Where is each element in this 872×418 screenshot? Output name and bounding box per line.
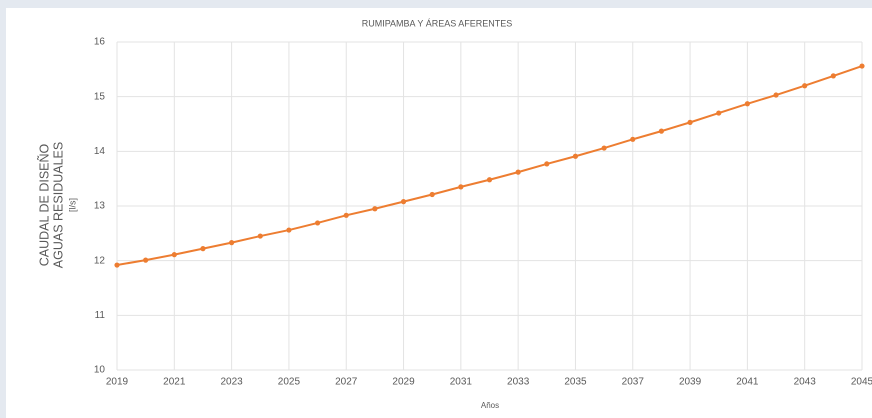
chart-area [6,8,872,418]
data-point [830,73,836,79]
y-axis-label: AGUAS RESIDUALES [51,142,65,268]
x-tick-label: 2037 [622,377,645,388]
y-tick-label: 14 [94,146,106,157]
data-point [572,153,579,159]
chart-title: RUMIPAMBA Y ÁREAS AFERENTES [362,18,513,28]
x-tick-label: 2041 [736,377,759,388]
data-point [630,136,636,142]
x-tick-label: 2043 [794,377,817,388]
x-tick-label: 2027 [335,377,358,388]
data-point [859,63,865,69]
data-point [286,227,292,233]
x-tick-label: 2033 [507,377,530,388]
x-tick-label: 2035 [564,377,587,388]
x-tick-label: 2021 [163,377,186,388]
y-axis-unit: [l/s] [67,198,77,212]
x-tick-label: 2031 [450,377,473,388]
data-point [143,257,149,263]
data-point [744,101,750,107]
y-tick-label: 10 [94,365,106,376]
data-point [257,233,263,239]
y-axis-label: CAUDAL DE DISEÑO [37,143,51,266]
x-tick-label: 2039 [679,377,702,388]
data-point [486,177,493,183]
data-point [773,92,779,98]
data-point [314,220,321,226]
data-point [400,199,407,205]
x-tick-label: 2019 [106,377,129,388]
x-axis-label: Años [481,401,499,410]
data-point [429,191,435,198]
data-point [515,169,521,175]
data-point [458,184,464,190]
data-point [601,145,607,151]
y-tick-label: 12 [94,255,106,266]
data-point [658,128,665,134]
data-point [716,110,722,116]
data-point [687,119,693,125]
y-tick-label: 13 [94,201,106,212]
data-point [544,161,550,167]
data-point [200,246,206,252]
y-tick-label: 16 [94,37,106,48]
data-point [171,252,177,258]
data-point [343,212,349,218]
data-point [114,262,120,268]
x-tick-label: 2045 [851,377,872,388]
x-tick-label: 2023 [220,377,243,388]
data-point [802,83,808,89]
x-tick-label: 2029 [392,377,415,388]
data-point [372,206,378,212]
y-tick-label: 11 [95,310,106,321]
x-tick-label: 2025 [278,377,301,388]
y-tick-label: 15 [94,91,106,102]
data-point [229,240,235,246]
